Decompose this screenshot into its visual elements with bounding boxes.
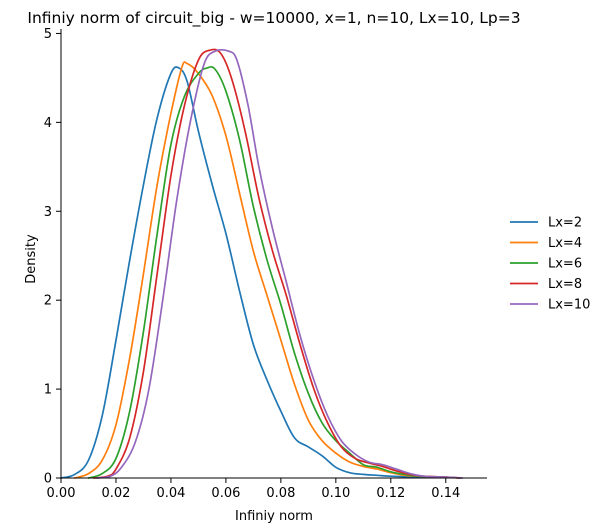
x-tick-label: 0.06 [211, 486, 240, 501]
legend: Lx=2 Lx=4 Lx=6 Lx=8 Lx=10 [510, 216, 590, 313]
y-tick-label: 2 [44, 294, 52, 309]
x-tick-label: 0.10 [321, 486, 350, 501]
legend-label-3: Lx=6 [548, 257, 582, 272]
x-tick-label: 0.12 [376, 486, 405, 501]
x-tick-label: 0.02 [101, 486, 130, 501]
series-line-5 [95, 48, 464, 479]
series-line-3 [87, 66, 447, 479]
y-tick-label: 1 [44, 383, 52, 398]
legend-label-4: Lx=8 [548, 277, 582, 292]
y-tick-label: 3 [44, 205, 52, 220]
y-tick-label: 0 [44, 472, 52, 487]
legend-label-2: Lx=4 [548, 236, 582, 251]
legend-label-5: Lx=10 [548, 298, 590, 313]
y-axis-ticks: 0 1 2 3 4 5 [44, 27, 61, 487]
x-tick-label: 0.00 [47, 486, 76, 501]
y-tick-label: 5 [44, 27, 52, 42]
chart-title: Infiniy norm of circuit_big - w=10000, x… [27, 9, 520, 28]
x-axis-label: Infiniy norm [235, 509, 313, 524]
x-tick-label: 0.14 [431, 486, 460, 501]
y-axis-label: Density [24, 234, 39, 284]
series-line-1 [60, 66, 447, 479]
series-line-2 [73, 61, 461, 479]
legend-label-1: Lx=2 [548, 216, 582, 231]
x-axis-ticks: 0.00 0.02 0.04 0.06 0.08 0.10 0.12 0.14 [47, 478, 460, 501]
series-line-4 [93, 48, 461, 479]
x-tick-label: 0.08 [266, 486, 295, 501]
x-tick-label: 0.04 [156, 486, 185, 501]
y-tick-label: 4 [44, 116, 52, 131]
plot-area [60, 48, 464, 479]
